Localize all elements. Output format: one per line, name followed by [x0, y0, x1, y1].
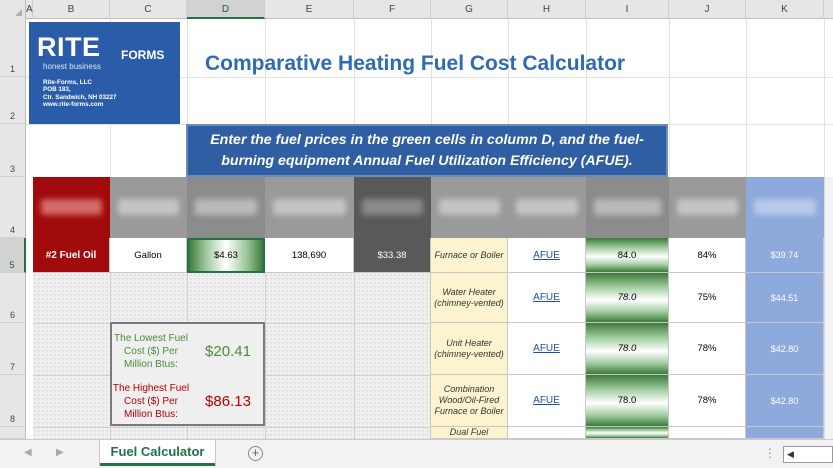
header-appliance-type — [431, 177, 508, 238]
instruction-banner: Enter the fuel prices in the green cells… — [186, 124, 668, 177]
header-price-per-million — [354, 177, 431, 238]
fuel-price-input[interactable]: $4.63 — [187, 238, 265, 273]
afue-cell[interactable]: AFUE — [508, 273, 586, 323]
logo-forms: FORMS — [121, 48, 165, 62]
header-heat-content — [265, 177, 354, 238]
column-header-f[interactable]: F — [354, 0, 431, 19]
logo-address: Rite-Forms, LLC POB 183, Ctr. Sandwich, … — [43, 79, 117, 108]
tab-scroll-left-icon[interactable]: ◀ — [24, 447, 32, 458]
rating-input[interactable]: 78.0 — [586, 375, 669, 427]
fuel-cost-cell[interactable]: $42.80 — [746, 375, 824, 427]
highest-cost-value[interactable]: $86.13 — [205, 393, 251, 410]
adjusted-efficiency-cell[interactable]: 75% — [669, 273, 746, 323]
row-header-8[interactable]: 8 — [0, 375, 26, 427]
rite-forms-logo: RITE FORMS honest business Rite-Forms, L… — [29, 22, 180, 124]
fuel-cost-cell[interactable]: $39.74 — [746, 238, 824, 273]
adjusted-efficiency-cell[interactable]: 78% — [669, 323, 746, 375]
row-header-9[interactable] — [0, 427, 26, 439]
header-fuel-type — [33, 177, 110, 238]
sheet-tab-bar: ◀ ▶ Fuel Calculator + ⋮ ◀ — [0, 439, 833, 468]
row-header-1[interactable]: 1 — [0, 19, 26, 77]
header-unit — [110, 177, 187, 238]
more-options-icon[interactable]: ⋮ — [764, 446, 776, 460]
header-fuel-cost — [746, 177, 824, 238]
appliance-cell[interactable]: Furnace or Boiler — [431, 238, 508, 273]
lowest-cost-label: The Lowest Fuel Cost ($) Per Million Btu… — [114, 333, 188, 370]
price-per-million-cell[interactable]: $33.38 — [354, 238, 431, 273]
header-adjusted-efficiency — [669, 177, 746, 238]
afue-cell[interactable] — [508, 427, 586, 439]
afue-link[interactable]: AFUE — [533, 343, 560, 354]
afue-cell[interactable]: AFUE — [508, 323, 586, 375]
rating-input[interactable]: 78.0 — [586, 323, 669, 375]
fuel-cost-cell[interactable]: $44.51 — [746, 273, 824, 323]
fuel-cost-cell[interactable]: $42.80 — [746, 323, 824, 375]
page-title: Comparative Heating Fuel Cost Calculator — [205, 52, 626, 75]
row-header-7[interactable]: 7 — [0, 323, 26, 375]
adjusted-efficiency-cell[interactable]: 78% — [669, 375, 746, 427]
adjusted-efficiency-cell[interactable]: 84% — [669, 238, 746, 273]
column-header-d[interactable]: D — [187, 0, 265, 19]
column-header-i[interactable]: I — [586, 0, 669, 19]
fuel-type-cell[interactable]: #2 Fuel Oil — [33, 238, 110, 273]
column-header-h[interactable]: H — [508, 0, 586, 19]
column-header-bar: A B C D E F G H I J K — [0, 0, 833, 19]
cost-summary-box: The Lowest Fuel Cost ($) Per Million Btu… — [110, 322, 265, 426]
tab-fuel-calculator[interactable]: Fuel Calculator — [100, 440, 215, 466]
logo-brand: RITE — [37, 32, 101, 62]
rating-input[interactable]: 84.0 — [586, 238, 669, 273]
rating-input[interactable] — [586, 427, 669, 439]
column-header-k[interactable]: K — [746, 0, 824, 19]
appliance-cell[interactable]: Water Heater (chimney-vented) — [431, 273, 508, 323]
row-header-4[interactable]: 4 — [0, 177, 26, 238]
highest-cost-label: The Highest Fuel Cost ($) Per Million Bt… — [112, 383, 190, 420]
appliance-cell[interactable]: Dual Fuel — [431, 427, 508, 439]
header-efficiency-rating — [508, 177, 586, 238]
afue-cell[interactable]: AFUE — [508, 238, 586, 273]
vertical-scrollbar[interactable] — [824, 177, 833, 439]
row-header-2[interactable]: 2 — [0, 77, 26, 124]
row-header-5[interactable]: 5 — [0, 238, 26, 273]
select-all-corner[interactable] — [0, 0, 26, 19]
adjusted-efficiency-cell[interactable] — [669, 427, 746, 439]
column-header-j[interactable]: J — [669, 0, 746, 19]
heat-content-cell[interactable]: 138,690 — [265, 238, 354, 273]
afue-link[interactable]: AFUE — [533, 395, 560, 406]
unit-cell[interactable]: Gallon — [110, 238, 187, 273]
column-header-c[interactable]: C — [110, 0, 187, 19]
scroll-left-arrow-icon[interactable]: ◀ — [787, 449, 794, 459]
horizontal-scrollbar[interactable]: ◀ — [783, 446, 833, 463]
header-fuel-price — [187, 177, 265, 238]
row-header-3[interactable]: 3 — [0, 124, 26, 177]
column-header-b[interactable]: B — [33, 0, 110, 19]
tab-scroll-right-icon[interactable]: ▶ — [56, 447, 64, 458]
column-header-e[interactable]: E — [265, 0, 354, 19]
afue-cell[interactable]: AFUE — [508, 375, 586, 427]
appliance-cell[interactable]: Combination Wood/Oil-Fired Furnace or Bo… — [431, 375, 508, 427]
afue-link[interactable]: AFUE — [533, 249, 560, 261]
add-sheet-icon[interactable]: + — [248, 446, 263, 461]
lowest-cost-value[interactable]: $20.41 — [205, 343, 251, 360]
appliance-cell[interactable]: Unit Heater (chimney-vented) — [431, 323, 508, 375]
fuel-cost-cell[interactable] — [746, 427, 824, 439]
rating-input[interactable]: 78.0 — [586, 273, 669, 323]
header-manufacturer-rating — [586, 177, 669, 238]
column-header-g[interactable]: G — [431, 0, 508, 19]
row-header-6[interactable]: 6 — [0, 273, 26, 323]
column-header-a[interactable]: A — [26, 0, 33, 19]
logo-tagline: honest business — [43, 62, 101, 71]
afue-link[interactable]: AFUE — [533, 292, 560, 303]
